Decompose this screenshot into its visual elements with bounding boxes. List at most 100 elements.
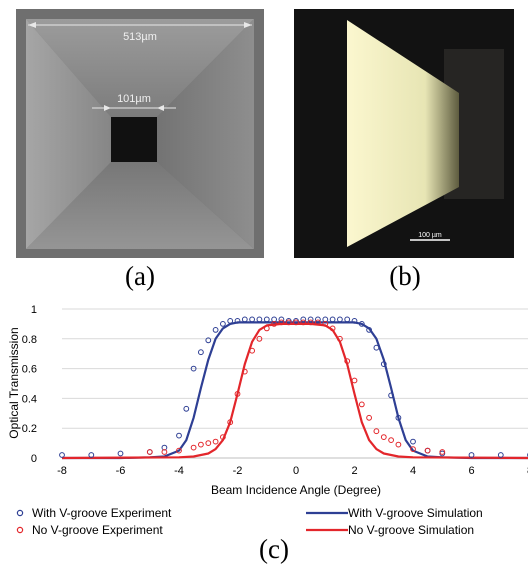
- legend-label-1: No V-groove Experiment: [32, 523, 163, 537]
- x-tick-label: -4: [174, 465, 184, 477]
- y-tick-label: 0.6: [22, 364, 37, 376]
- data-point-1: [176, 447, 182, 454]
- x-tick-label: -8: [57, 465, 67, 477]
- data-point-1: [161, 449, 168, 455]
- data-point-0: [358, 321, 365, 327]
- data-point-0: [212, 327, 219, 333]
- pyramid-left-facet: [26, 19, 111, 249]
- inner-dimension-label: 101µm: [117, 93, 151, 105]
- legend: With V-groove Experiment No V-groove Expe…: [16, 506, 483, 537]
- data-point-1: [358, 401, 365, 408]
- data-point-0: [256, 316, 263, 323]
- data-point-1: [263, 325, 270, 332]
- data-point-1: [424, 447, 431, 454]
- data-point-0: [468, 452, 475, 458]
- data-point-0: [227, 318, 234, 324]
- x-tick-label: 8: [527, 465, 528, 477]
- pyramid-right-facet: [157, 19, 254, 249]
- data-point-0: [59, 452, 65, 458]
- data-point-0: [88, 452, 95, 458]
- inner-arrow-head-left-icon: [104, 105, 111, 111]
- scale-bar-label: 100 µm: [418, 232, 442, 239]
- legend-label-2: With V-groove Simulation: [348, 506, 483, 520]
- data-point-1: [271, 321, 278, 327]
- data-point-1: [329, 325, 336, 332]
- micrograph-panel: 100 µm: [294, 9, 514, 258]
- data-point-0: [351, 318, 358, 324]
- series-line-2: [62, 321, 528, 460]
- data-point-0: [263, 316, 270, 323]
- data-point-1: [366, 414, 373, 421]
- data-point-0: [380, 361, 387, 368]
- data-point-1: [351, 377, 358, 384]
- data-point-0: [344, 316, 351, 323]
- y-tick-label: 0.8: [22, 334, 37, 346]
- data-point-0: [183, 405, 190, 412]
- data-point-1: [439, 449, 446, 455]
- grid-layer: [62, 308, 528, 459]
- x-tick-label: -6: [116, 465, 126, 477]
- data-point-0: [300, 316, 307, 323]
- tick-label-layer: 0 0.2 0.4 0.6 0.8 1 -8 -6 -4 -2 0 2 4 6 8: [22, 304, 528, 477]
- y-tick-label: 0.4: [22, 393, 37, 405]
- data-point-1: [315, 319, 321, 326]
- data-point-0: [249, 316, 256, 323]
- transmission-chart: 0 0.2 0.4 0.6 0.8 1 -8 -6 -4 -2 0 2 4 6 8 Optical Tran…: [7, 304, 528, 537]
- data-point-1: [241, 368, 248, 375]
- data-point-1: [198, 441, 204, 448]
- data-point-1: [293, 319, 299, 326]
- data-point-1: [227, 419, 234, 426]
- panel-b-label: (b): [389, 261, 421, 291]
- legend-label-3: No V-groove Simulation: [348, 523, 474, 537]
- legend-marker-1: [16, 526, 24, 534]
- series-line-3: [61, 322, 528, 460]
- pyramid-bottom-facet: [26, 162, 254, 249]
- y-tick-label: 0: [31, 453, 37, 465]
- data-point-1: [205, 440, 212, 447]
- data-point-1: [337, 335, 343, 342]
- x-axis-title: Beam Incidence Angle (Degree): [211, 483, 381, 497]
- data-point-1: [212, 438, 219, 445]
- data-point-1: [380, 434, 387, 441]
- data-point-0: [388, 392, 395, 399]
- data-point-0: [190, 365, 197, 372]
- panel-a-label: (a): [125, 261, 155, 291]
- data-point-1: [234, 391, 241, 397]
- data-point-1: [344, 358, 351, 365]
- data-point-1: [249, 347, 256, 354]
- y-tick-label: 0.2: [22, 423, 37, 435]
- data-point-1: [256, 335, 263, 342]
- panel-c-label: (c): [259, 534, 289, 564]
- sem-image-panel: 513µm 101µm: [16, 9, 264, 258]
- data-point-0: [373, 344, 380, 351]
- outer-arrow-head-left-icon: [28, 22, 36, 28]
- data-point-0: [307, 316, 314, 323]
- data-point-1: [190, 444, 197, 451]
- data-point-1: [307, 319, 314, 326]
- x-tick-label: 0: [293, 465, 299, 477]
- data-point-0: [198, 349, 204, 356]
- x-tick-label: 2: [351, 465, 357, 477]
- y-tick-label: 1: [31, 304, 37, 316]
- data-point-0: [241, 316, 248, 323]
- data-point-1: [300, 319, 307, 326]
- data-point-1: [410, 446, 416, 453]
- data-point-1: [146, 449, 153, 455]
- data-point-0: [220, 321, 226, 327]
- pyramid-top-facet: [26, 19, 254, 117]
- data-point-0: [366, 327, 373, 333]
- inner-arrow-head-right-icon: [157, 105, 164, 111]
- y-axis-title: Optical Transmission: [7, 327, 21, 438]
- data-point-0: [117, 450, 124, 457]
- x-tick-label: -2: [233, 465, 243, 477]
- data-point-1: [395, 441, 402, 448]
- series-layer: [59, 316, 528, 460]
- data-point-0: [329, 316, 336, 323]
- data-point-1: [285, 319, 292, 326]
- data-point-0: [234, 318, 241, 324]
- data-point-0: [395, 414, 402, 421]
- data-point-0: [497, 452, 504, 458]
- legend-label-0: With V-groove Experiment: [32, 506, 172, 520]
- data-point-1: [388, 437, 395, 444]
- data-point-0: [205, 337, 212, 344]
